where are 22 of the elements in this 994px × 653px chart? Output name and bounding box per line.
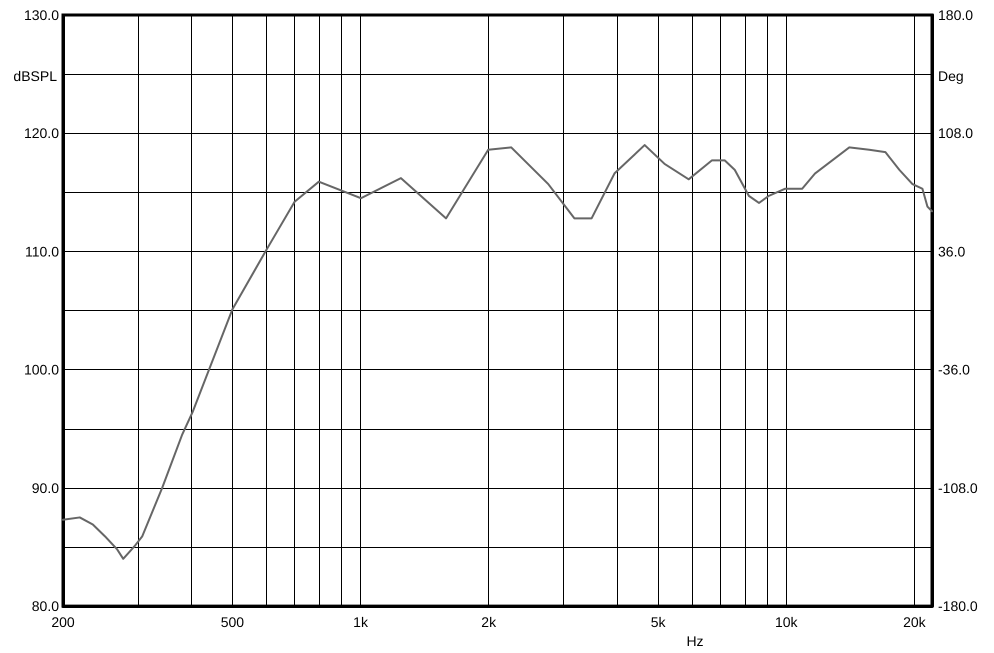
y-tick-label: 100.0: [24, 362, 60, 378]
y2-tick-label: -108.0: [938, 480, 978, 496]
x-tick-label: 10k: [774, 614, 799, 630]
y-tick-label: 110.0: [25, 243, 60, 260]
y2-tick-label: 36.0: [938, 243, 966, 260]
y-axis-title: dBSPL: [13, 68, 58, 84]
y-tick-label: 80.0: [32, 598, 60, 614]
y-tick-label: 120.0: [24, 125, 60, 142]
x-tick-label: 20k: [903, 614, 927, 630]
x-tick-label: 2k: [481, 614, 498, 630]
y2-tick-label: -36.0: [938, 362, 970, 378]
y-tick-label: 90.0: [32, 480, 60, 496]
y2-axis-title: Deg: [938, 68, 964, 84]
y2-tick-label: -180.0: [938, 598, 978, 614]
x-tick-label: 1k: [353, 614, 369, 630]
y-tick-label: 130.0: [24, 7, 60, 23]
y2-tick-label: 180.0: [938, 7, 974, 23]
x-tick-label: 200: [51, 614, 75, 630]
y2-tick-label: 108.0: [938, 125, 974, 142]
x-tick-label: 5k: [650, 614, 666, 630]
x-axis-title: Hz: [686, 633, 704, 649]
x-tick-label: 500: [220, 614, 244, 630]
